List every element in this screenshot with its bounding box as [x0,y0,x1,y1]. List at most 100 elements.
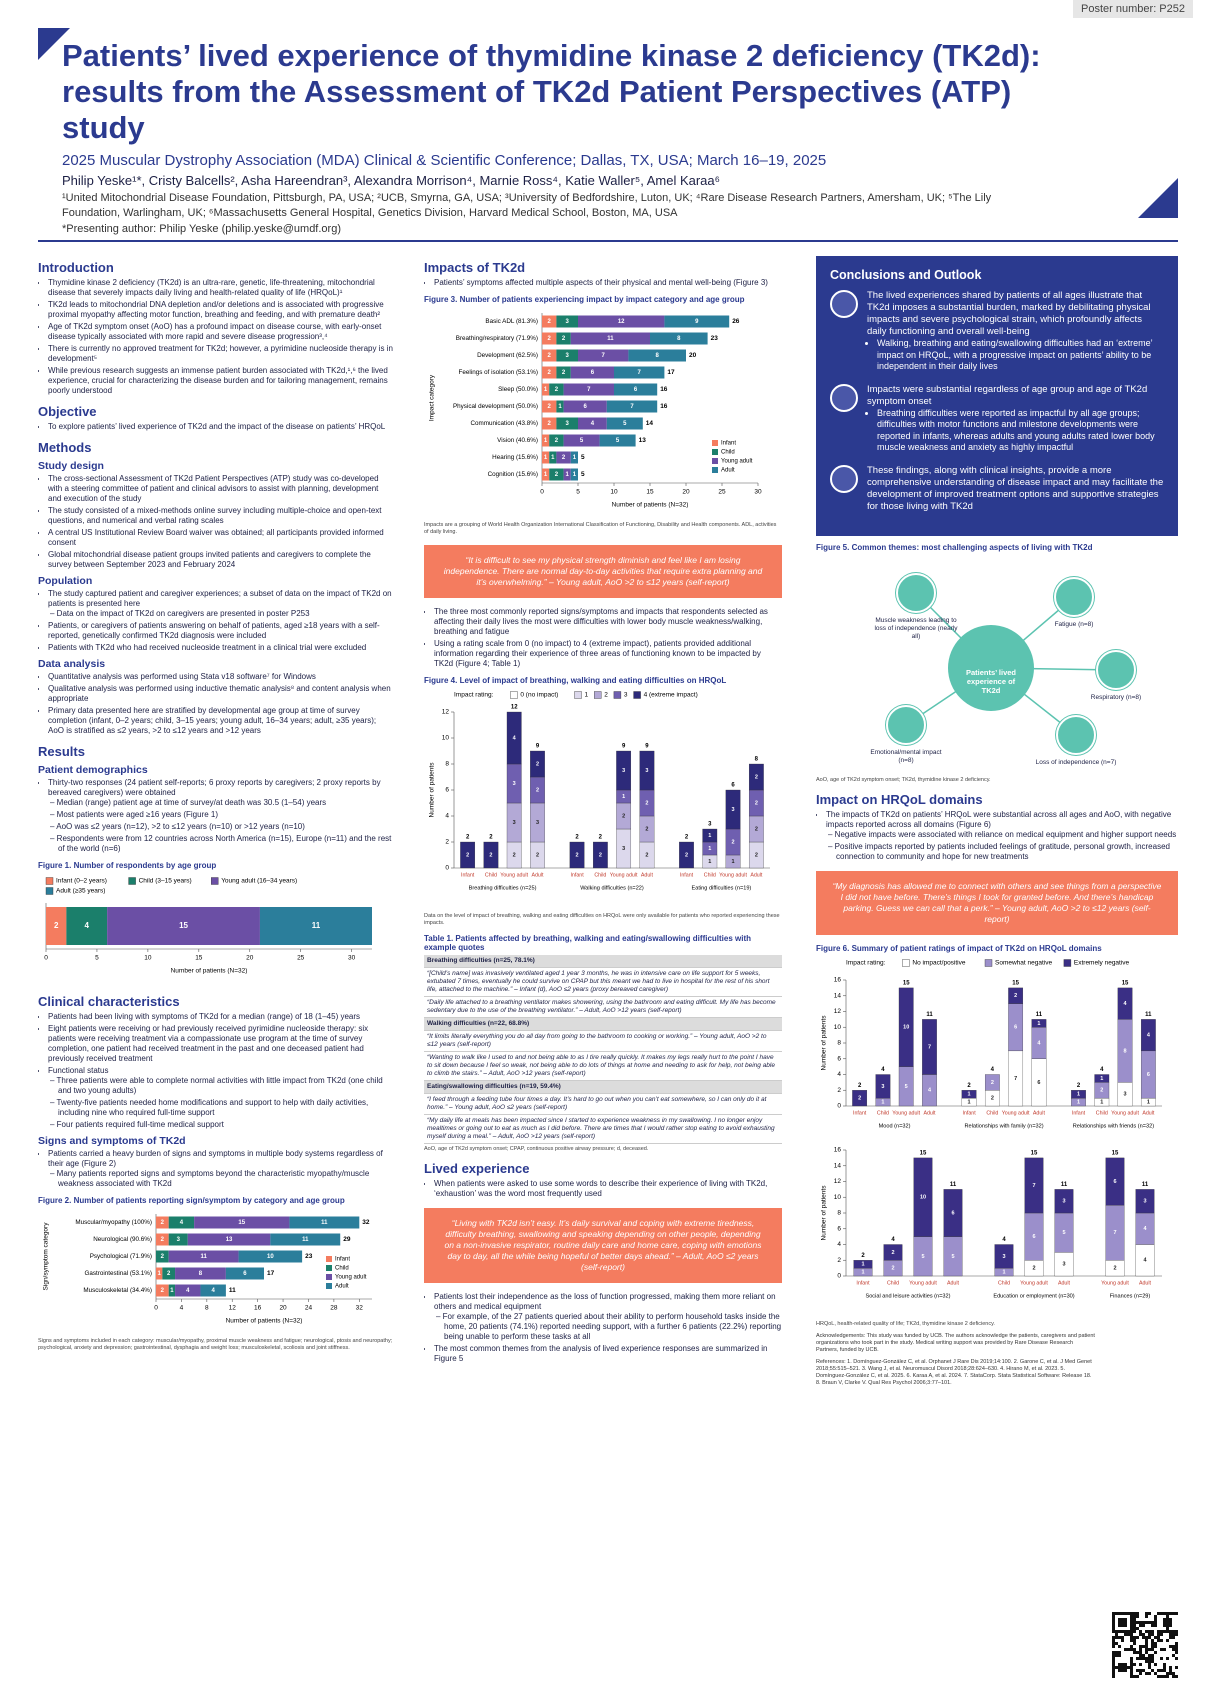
bar-segment [650,332,708,345]
qr-cell [1145,1660,1148,1663]
qr-cell [1145,1636,1148,1639]
segment-label: 7 [1032,1182,1035,1188]
total-label: 14 [646,420,654,427]
qr-cell [1157,1633,1160,1636]
presenting-author: *Presenting author: Philip Yeske (philip… [62,223,341,235]
qr-cell [1157,1669,1160,1672]
qr-cell [1154,1651,1157,1654]
segment-label: 1 [566,472,570,478]
qr-cell [1169,1624,1172,1627]
bullet: TK2d leads to mitochondrial DNA depletio… [48,300,393,320]
y-tick-label: 16 [834,1146,842,1153]
qr-cell [1175,1657,1178,1660]
qr-cell [1163,1612,1166,1615]
legend-swatch [45,877,54,885]
bullet: Patients, or caregivers of patients answ… [48,621,393,641]
qr-cell [1175,1651,1178,1654]
legend-label: Young adult [721,459,753,465]
segment-label: 2 [891,1265,894,1271]
bullet-list: Negative impacts were associated with re… [826,830,1178,862]
category-label: Child [986,1110,998,1116]
qr-cell [1145,1612,1148,1615]
segment-label: 2 [991,1079,994,1085]
qr-cell [1166,1621,1169,1624]
qr-cell [1121,1663,1124,1666]
qr-cell [1112,1669,1115,1672]
bullet-list: The three most commonly reported signs/s… [424,607,782,669]
segment-label: 1 [861,1261,864,1267]
section-heading: Results [38,744,85,759]
qr-cell [1169,1612,1172,1615]
x-tick-label: 32 [356,1305,364,1312]
x-tick-label: 5 [95,955,99,962]
x-tick-label: 16 [254,1305,262,1312]
bar-segment [506,711,522,765]
bar-segment [748,763,764,791]
qr-cell [1130,1648,1133,1651]
segment-label: 1 [573,472,577,478]
qr-cell [1118,1654,1121,1657]
qr-cell [1142,1636,1145,1639]
qr-cell [1145,1642,1148,1645]
category-label: Adult [750,872,763,878]
figure: Figure 2. Number of patients reporting s… [38,1196,393,1352]
bullet-list: Thirty-two responses (24 patient self-re… [38,778,393,854]
bar-segment [1071,1089,1086,1098]
table-row: “I feed through a feeding tube four time… [424,1093,782,1115]
qr-cell [1112,1612,1115,1615]
icon [830,383,858,412]
segment-label: 2 [755,800,758,806]
legend-label: 0 (no impact) [520,692,558,699]
segment-label: 3 [881,1083,884,1089]
qr-cell [1145,1630,1148,1633]
category-label: Sleep (50.0%) [498,386,538,393]
qr-cell [1139,1669,1142,1672]
qr-cell [1154,1636,1157,1639]
category-label: Adult [531,872,544,878]
table-quote: “[Child’s name] was invasively ventilate… [424,967,782,997]
segment-label: 2 [548,353,552,359]
bullet-text: Functional status [48,1066,109,1075]
total-label: 2 [489,835,493,841]
bar-segment [875,1073,891,1098]
bullet: Breathing difficulties were reported as … [877,408,1164,454]
legend-swatch [1063,958,1072,967]
table-quote: “It limits literally everything you do a… [424,1030,782,1052]
bar-segment [168,1216,195,1229]
qr-cell [1130,1624,1133,1627]
y-tick-label: 12 [834,1008,842,1015]
qr-cell [1130,1645,1133,1648]
total-label: 5 [581,454,585,461]
segment-label: 3 [1143,1198,1146,1204]
qr-cell [1139,1672,1142,1675]
qr-cell [1124,1630,1127,1633]
segment-label: 4 [1143,1226,1147,1232]
category-label: Cognition (15.6%) [488,471,538,478]
bar-segment [556,366,571,379]
authors: Philip Yeske¹*, Cristy Balcells², Asha H… [62,173,720,188]
qr-cell [1133,1651,1136,1654]
segment-label: 3 [1062,1261,1065,1267]
subsection-heading: Data analysis [38,658,106,670]
segment-label: 7 [638,370,642,376]
legend-swatch [326,1283,332,1289]
qr-cell [1148,1648,1151,1651]
segment-label: 10 [267,1254,274,1260]
bar-segment [578,315,665,328]
segment-label: 3 [622,846,625,852]
segment-label: 1 [861,1269,864,1275]
total-label: 2 [599,835,603,841]
qr-cell [1130,1618,1133,1621]
bullet: The study captured patient and caregiver… [48,589,393,619]
qr-cell [1124,1624,1127,1627]
segment-label: 5 [623,421,627,427]
bullet: Thirty-two responses (24 patient self-re… [48,778,393,854]
qr-cell [1175,1612,1178,1615]
y-axis-label: Number of patients [429,762,436,818]
bar-segment [156,1250,169,1263]
bullet: Twenty-five patients needed home modific… [57,1098,393,1118]
qr-cell [1172,1675,1175,1678]
qr-cell [1118,1621,1121,1624]
bar-segment [187,1233,271,1246]
qr-cell [1136,1669,1139,1672]
